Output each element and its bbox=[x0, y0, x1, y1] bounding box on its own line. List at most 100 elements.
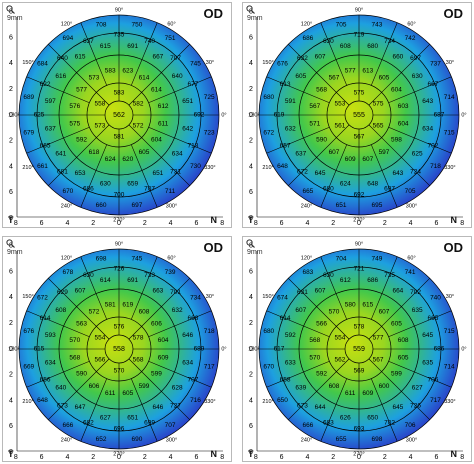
grid-spoke bbox=[388, 360, 452, 388]
value-ring1: 572 bbox=[133, 123, 144, 130]
value-ring2: 615 bbox=[362, 302, 373, 309]
angle-label: 90° bbox=[355, 7, 363, 13]
value-ring5: 670 bbox=[263, 364, 274, 371]
value-ring2: 608 bbox=[139, 308, 150, 315]
angle-label: 300° bbox=[166, 437, 177, 443]
value-ring2: 607 bbox=[379, 308, 390, 315]
value-ring5: 694 bbox=[62, 35, 73, 42]
value-ring2: 592 bbox=[316, 371, 327, 378]
value-ring3: 643 bbox=[422, 98, 433, 105]
value-ring5: 674 bbox=[277, 295, 288, 302]
angle-label: 270° bbox=[113, 217, 124, 223]
value-ring3: 647 bbox=[75, 404, 86, 411]
y-tick-label: 6 bbox=[9, 268, 13, 275]
value-ring3: 635 bbox=[412, 307, 423, 314]
x-tick-label: 8 bbox=[254, 220, 258, 227]
y-tick-label: 4 bbox=[249, 60, 253, 67]
y-tick-label: 6 bbox=[249, 268, 253, 275]
value-ring5: 651 bbox=[336, 202, 347, 209]
grid-spoke bbox=[128, 278, 190, 340]
value-ring2: 567 bbox=[329, 74, 340, 81]
value-ring1: 558 bbox=[95, 101, 106, 108]
value-ring3: 646 bbox=[152, 404, 163, 411]
y-tick-label: 8 bbox=[9, 215, 13, 222]
value-ring5: 648 bbox=[37, 397, 48, 404]
nasal-label: N bbox=[450, 449, 458, 459]
value-ring5: 650 bbox=[277, 397, 288, 404]
angle-label: 210° bbox=[22, 399, 33, 405]
value-ring2: 581 bbox=[105, 302, 116, 309]
value-ring2: 604 bbox=[151, 137, 162, 144]
value-ring4: 673 bbox=[297, 402, 308, 409]
value-ring2: 605 bbox=[391, 321, 402, 328]
value-ring4: 668 bbox=[187, 315, 198, 322]
value-ring3: 630 bbox=[412, 73, 423, 80]
value-ring1: 573 bbox=[95, 123, 106, 130]
value-ring3: 634 bbox=[45, 359, 56, 366]
value-ring2: 614 bbox=[139, 74, 150, 81]
value-ring3: 642 bbox=[182, 125, 193, 132]
angle-label: 240° bbox=[301, 437, 312, 443]
value-ring3: 648 bbox=[367, 180, 378, 187]
y-tick-label: 8 bbox=[249, 9, 253, 16]
scale-label: 9mm bbox=[247, 15, 263, 22]
value-ring3: 651 bbox=[127, 414, 138, 421]
value-ring3: 608 bbox=[340, 43, 351, 50]
value-ring5: 750 bbox=[132, 21, 143, 28]
scale-label: 9mm bbox=[247, 249, 263, 256]
x-tick-label: 2 bbox=[383, 220, 387, 227]
value-ring2: 614 bbox=[151, 87, 162, 94]
thickness-map-panel-2: 8 8 6 6 4 4 2 2 0 0 2 2 4 4 6 6 8 8 90° 60° 30° 0° 330° 300° 270… bbox=[242, 2, 472, 228]
value-ring3: 641 bbox=[55, 151, 66, 158]
angle-label: 0° bbox=[461, 112, 466, 118]
y-tick-label: 0 bbox=[249, 346, 253, 353]
angle-label: 330° bbox=[204, 165, 215, 171]
value-ring3: 680 bbox=[367, 43, 378, 50]
x-tick-label: 6 bbox=[280, 454, 284, 461]
value-ring4: 681 bbox=[57, 168, 68, 175]
value-ring2: 608 bbox=[398, 337, 409, 344]
value-ring2: 604 bbox=[398, 120, 409, 127]
grid-spoke bbox=[148, 76, 212, 104]
y-tick-label: 2 bbox=[249, 138, 253, 145]
angle-label: 120° bbox=[301, 22, 312, 28]
value-ring4: 721 bbox=[354, 266, 365, 273]
x-tick-label: 2 bbox=[331, 220, 335, 227]
value-ring5: 745 bbox=[132, 255, 143, 262]
value-ring3: 651 bbox=[152, 170, 163, 177]
value-ring4: 613 bbox=[280, 81, 291, 88]
angle-label: 60° bbox=[167, 256, 175, 262]
zoom-icon[interactable] bbox=[6, 239, 15, 248]
value-ring1: 578 bbox=[354, 324, 365, 331]
zoom-icon[interactable] bbox=[246, 5, 255, 14]
value-ring3: 608 bbox=[55, 307, 66, 314]
value-ring4: 619 bbox=[274, 112, 285, 119]
value-ring5: 697 bbox=[132, 202, 143, 209]
value-ring1: 583 bbox=[114, 90, 125, 97]
value-ring4: 677 bbox=[187, 81, 198, 88]
zoom-icon[interactable] bbox=[6, 5, 15, 14]
value-ring5: 698 bbox=[96, 255, 107, 262]
value-ring2: 609 bbox=[158, 354, 169, 361]
grid-spoke bbox=[320, 378, 348, 442]
value-ring5: 695 bbox=[372, 202, 383, 209]
y-tick-label: 4 bbox=[9, 60, 13, 67]
temporal-label: T bbox=[248, 449, 254, 459]
angle-label: 60° bbox=[407, 22, 415, 28]
grid-spoke bbox=[388, 126, 452, 154]
value-ring2: 597 bbox=[379, 149, 390, 156]
value-ring3: 640 bbox=[55, 385, 66, 392]
x-tick-label: 8 bbox=[460, 220, 464, 227]
zoom-icon[interactable] bbox=[246, 239, 255, 248]
value-ring4: 702 bbox=[410, 289, 421, 296]
x-tick-label: 8 bbox=[14, 454, 18, 461]
value-ring5: 684 bbox=[37, 61, 48, 68]
grid-spoke bbox=[130, 256, 158, 320]
x-tick-label: 2 bbox=[91, 454, 95, 461]
value-ring2: 612 bbox=[158, 103, 169, 110]
y-tick-label: 6 bbox=[249, 423, 253, 430]
x-tick-label: 6 bbox=[280, 220, 284, 227]
angle-label: 150° bbox=[22, 60, 33, 66]
value-ring4: 713 bbox=[187, 142, 198, 149]
angle-label: 90° bbox=[115, 7, 123, 13]
